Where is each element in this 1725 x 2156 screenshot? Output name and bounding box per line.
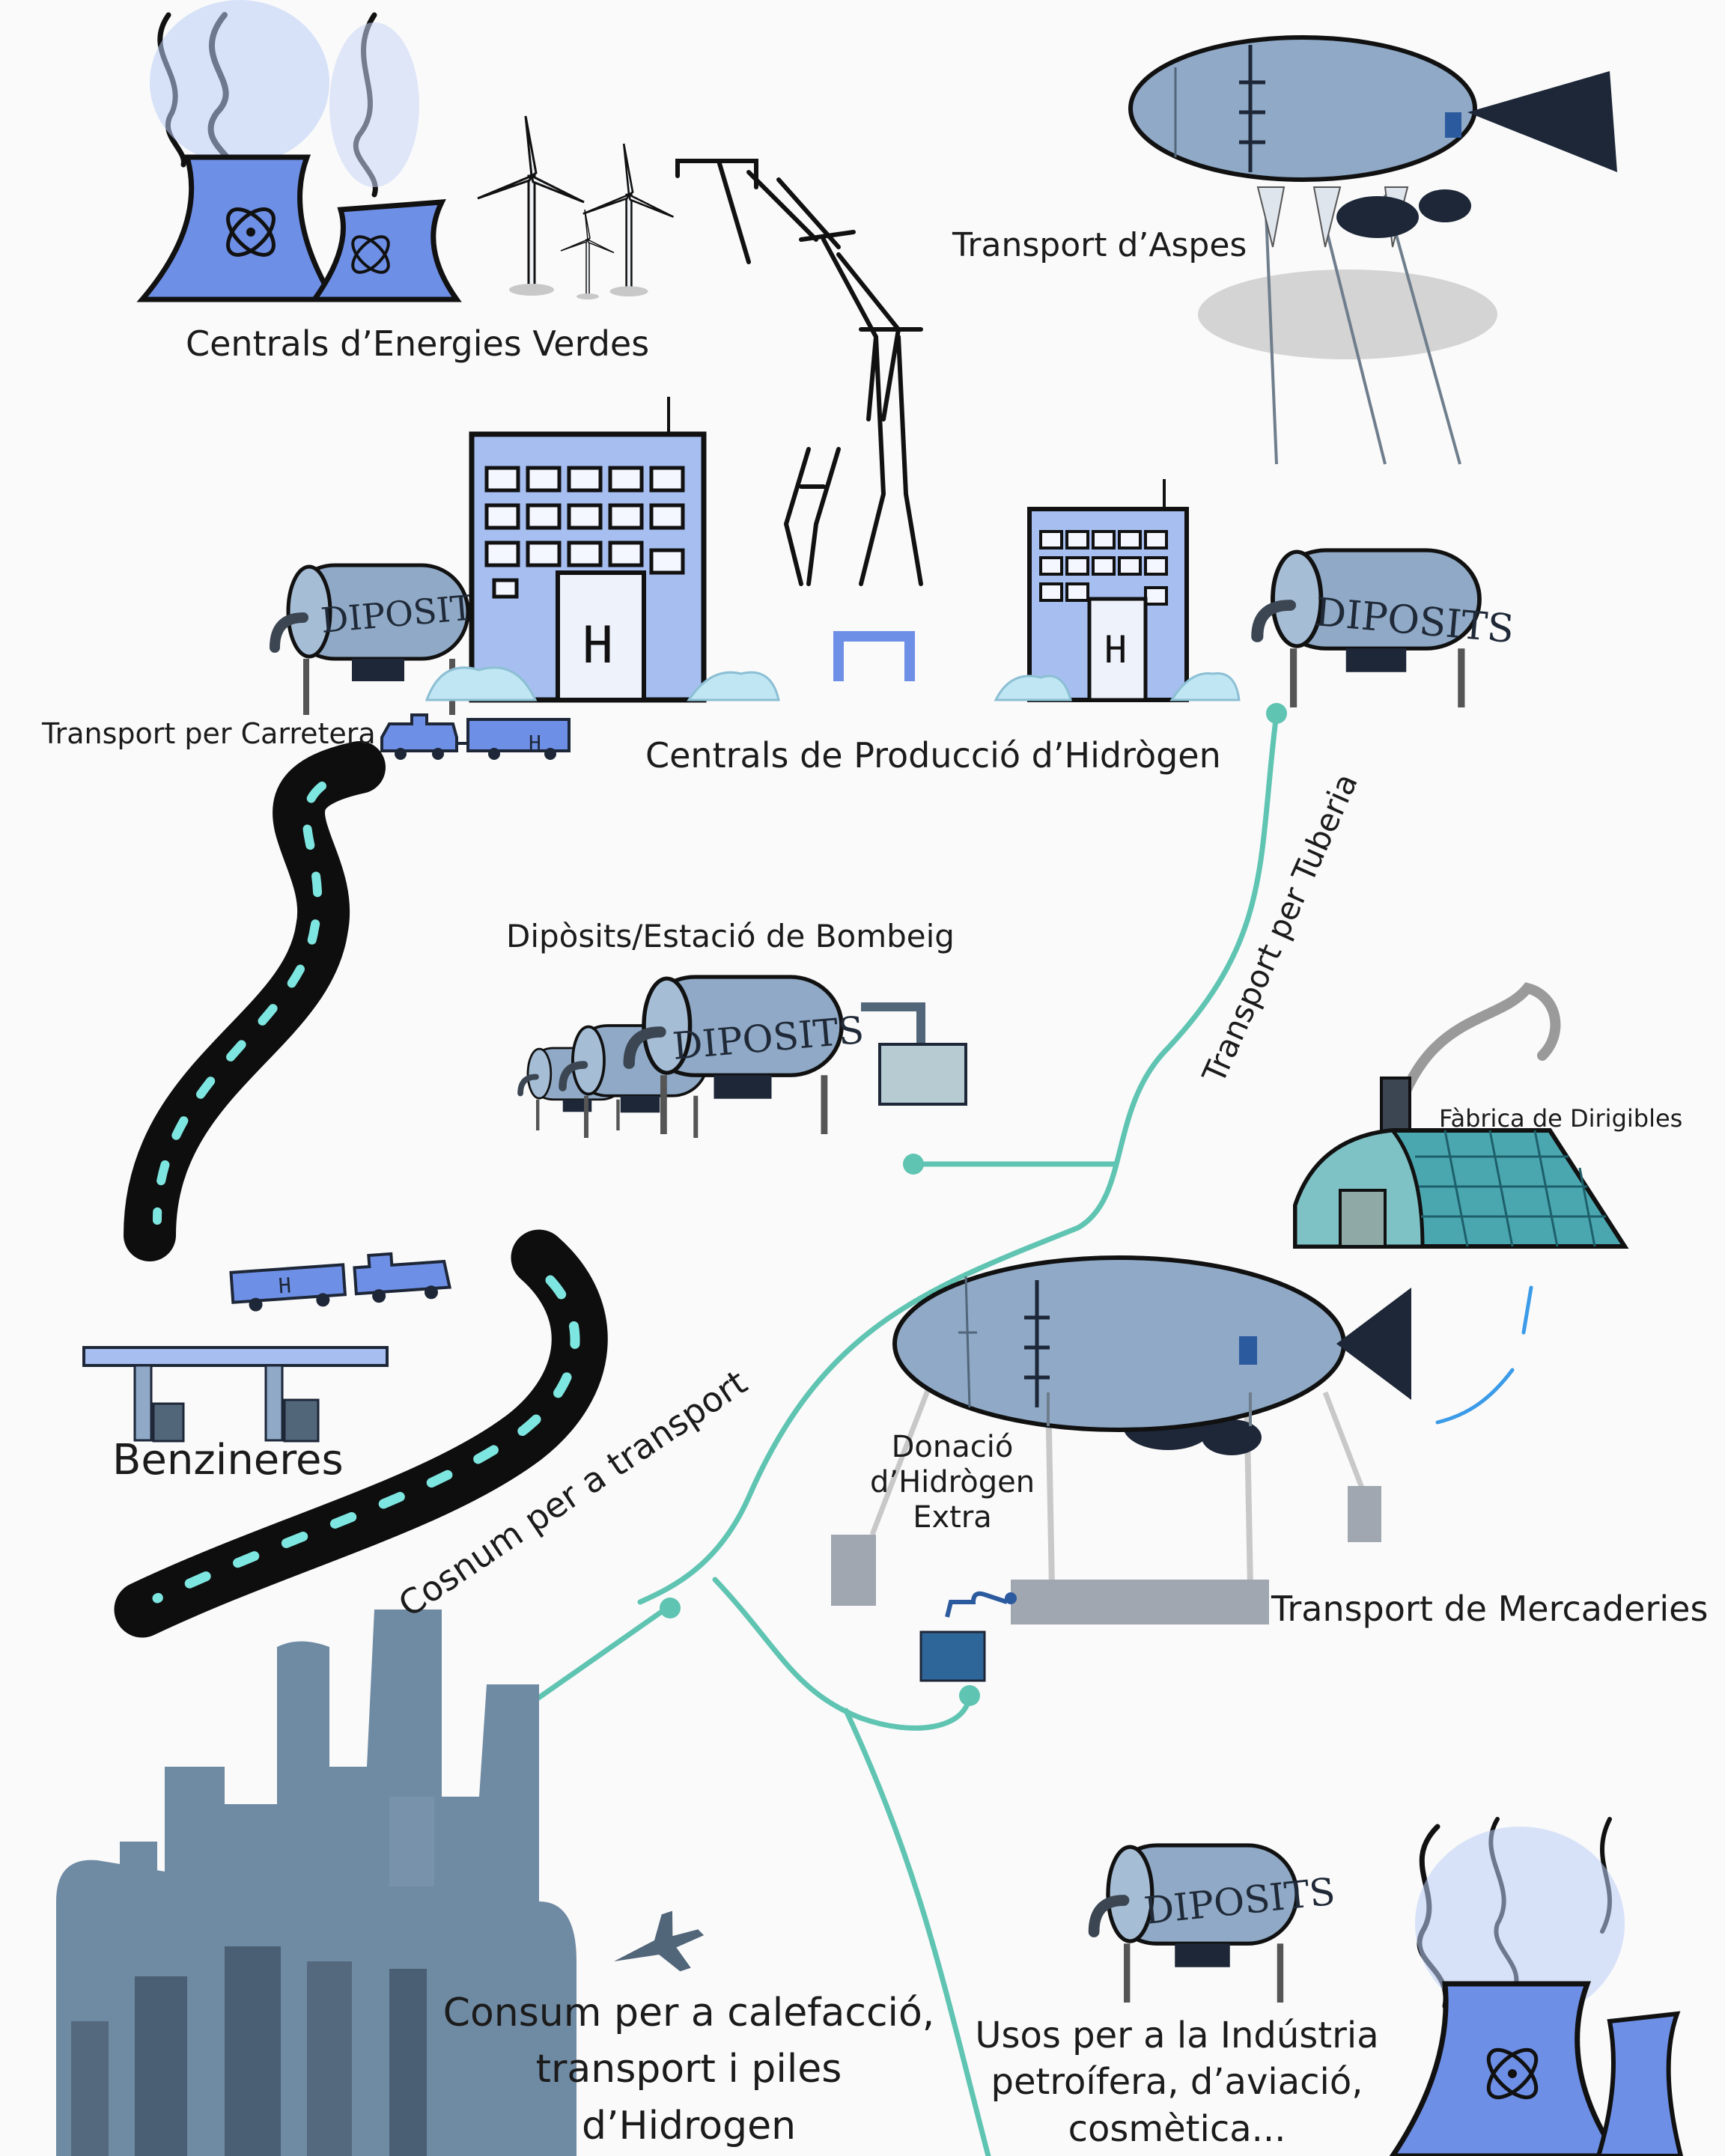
heating-line: transport i piles [535, 2047, 842, 2092]
industry-illustration: DIPOSITS [1094, 1817, 1684, 2156]
gas-stations-label: Benzineres [112, 1436, 344, 1484]
industry-line: cosmètica... [1068, 2107, 1286, 2150]
storage-pumping-illustration: DIPOSITS [520, 977, 967, 1138]
storage-pumping-label: Dipòsits/Estació de Bombeig [506, 918, 955, 954]
wind-turbine-icon [582, 142, 675, 298]
road-icon [114, 1229, 608, 1638]
industry-uses-label: Usos per a la Indústria petroífera, d’av… [975, 2012, 1378, 2152]
airship-icon [1128, 35, 1617, 465]
power-pylon-icon [675, 159, 923, 586]
industry-line: petroífera, d’aviació, [991, 2061, 1363, 2104]
green-energy-plants-illustration [136, 0, 462, 302]
airship-icon [831, 1255, 1411, 1682]
heating-consumption-label: Consum per a calefacció, transport i pil… [443, 1985, 935, 2155]
hangar-icon [1293, 982, 1629, 1249]
extra-donation-line: Donació [891, 1430, 1014, 1464]
wind-turbine-icon [560, 209, 615, 300]
airship-transport-label: Transport d’Aspes [952, 226, 1247, 264]
hydrogen-production-illustration: DIPOSITS H H DIPOSITS [275, 397, 1515, 715]
heating-line: d’Hidrogen [581, 2103, 797, 2149]
airplane-icon [614, 1910, 705, 1972]
wind-turbine-icon [476, 115, 585, 297]
extra-donation-line: Extra [913, 1500, 992, 1535]
heating-line: Consum per a calefacció, [442, 1991, 935, 2035]
extra-donation-line: d’Hidrògen [869, 1465, 1035, 1500]
airship-factory-label: Fàbrica de Dirigibles [1439, 1104, 1683, 1133]
freight-transport-label: Transport de Mercaderies [1271, 1589, 1709, 1629]
city-skyline-icon [56, 1610, 576, 2156]
road-transport-label: Transport per Carretera [42, 717, 376, 750]
svg-text:H: H [529, 731, 541, 755]
gas-station-icon [82, 1346, 389, 1443]
hydrogen-production-label: Centrals de Producció d’Hidrògen [645, 735, 1221, 776]
svg-text:H: H [582, 616, 613, 675]
green-energy-plants-label: Centrals d’Energies Verdes [186, 323, 650, 364]
svg-text:H: H [278, 1273, 292, 1298]
industry-line: Usos per a la Indústria [975, 2015, 1379, 2056]
extra-donation-label: Donació d’Hidrògen Extra [870, 1430, 1035, 1536]
road-icon [124, 741, 386, 1261]
svg-text:H: H [1104, 628, 1127, 672]
pipeline-icon [525, 710, 1280, 2156]
truck-icon: H [229, 1252, 452, 1312]
